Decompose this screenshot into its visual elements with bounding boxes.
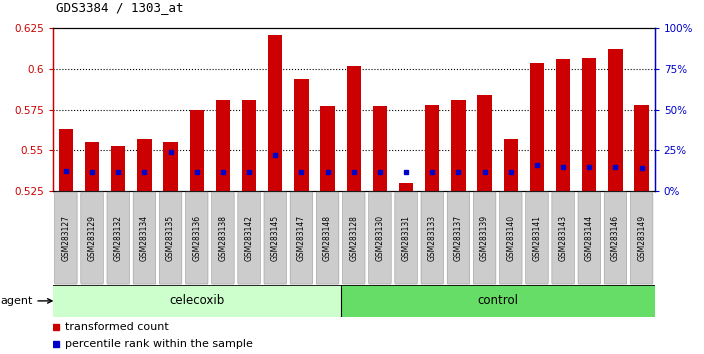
Text: GSM283127: GSM283127: [61, 215, 70, 261]
Bar: [503, 139, 518, 191]
Bar: [294, 79, 308, 191]
Text: celecoxib: celecoxib: [169, 295, 225, 307]
Bar: [341, 285, 655, 317]
Text: GSM283144: GSM283144: [585, 215, 593, 261]
Text: agent: agent: [0, 296, 52, 306]
Bar: [268, 35, 282, 191]
Bar: [242, 100, 256, 191]
FancyBboxPatch shape: [81, 192, 103, 284]
FancyBboxPatch shape: [369, 192, 391, 284]
Text: GSM283137: GSM283137: [454, 215, 463, 261]
Text: GSM283138: GSM283138: [218, 215, 227, 261]
FancyBboxPatch shape: [264, 192, 287, 284]
FancyBboxPatch shape: [290, 192, 313, 284]
Bar: [346, 66, 361, 191]
FancyBboxPatch shape: [552, 192, 574, 284]
Bar: [320, 107, 335, 191]
FancyBboxPatch shape: [159, 192, 182, 284]
Text: GSM283140: GSM283140: [506, 215, 515, 261]
Text: GSM283139: GSM283139: [480, 215, 489, 261]
Text: transformed count: transformed count: [65, 321, 168, 332]
Bar: [58, 129, 73, 191]
Bar: [111, 145, 125, 191]
FancyBboxPatch shape: [526, 192, 548, 284]
Text: GSM283141: GSM283141: [532, 215, 541, 261]
FancyBboxPatch shape: [55, 192, 77, 284]
Bar: [477, 95, 492, 191]
FancyBboxPatch shape: [316, 192, 339, 284]
Bar: [399, 183, 413, 191]
Bar: [137, 139, 151, 191]
Text: GSM283145: GSM283145: [271, 215, 279, 261]
Text: GSM283136: GSM283136: [192, 215, 201, 261]
Text: GSM283142: GSM283142: [244, 215, 253, 261]
FancyBboxPatch shape: [421, 192, 444, 284]
Text: GSM283148: GSM283148: [323, 215, 332, 261]
Text: GSM283133: GSM283133: [428, 215, 436, 261]
Bar: [163, 142, 178, 191]
FancyBboxPatch shape: [473, 192, 496, 284]
Bar: [53, 285, 341, 317]
Text: GSM283143: GSM283143: [558, 215, 567, 261]
Bar: [582, 58, 596, 191]
Bar: [556, 59, 570, 191]
Bar: [634, 105, 649, 191]
Bar: [85, 142, 99, 191]
FancyBboxPatch shape: [395, 192, 417, 284]
Bar: [425, 105, 439, 191]
Text: percentile rank within the sample: percentile rank within the sample: [65, 339, 253, 349]
Bar: [529, 63, 544, 191]
Text: control: control: [477, 295, 518, 307]
FancyBboxPatch shape: [238, 192, 260, 284]
FancyBboxPatch shape: [630, 192, 653, 284]
Text: GSM283149: GSM283149: [637, 215, 646, 261]
FancyBboxPatch shape: [212, 192, 234, 284]
Text: GSM283130: GSM283130: [375, 215, 384, 261]
FancyBboxPatch shape: [133, 192, 156, 284]
Bar: [189, 110, 204, 191]
Bar: [608, 50, 622, 191]
FancyBboxPatch shape: [185, 192, 208, 284]
Text: GSM283128: GSM283128: [349, 215, 358, 261]
Text: GSM283147: GSM283147: [297, 215, 306, 261]
FancyBboxPatch shape: [500, 192, 522, 284]
Text: GSM283129: GSM283129: [87, 215, 96, 261]
Text: GSM283146: GSM283146: [611, 215, 620, 261]
FancyBboxPatch shape: [578, 192, 601, 284]
FancyBboxPatch shape: [604, 192, 627, 284]
FancyBboxPatch shape: [107, 192, 130, 284]
Bar: [215, 100, 230, 191]
Bar: [372, 107, 387, 191]
FancyBboxPatch shape: [343, 192, 365, 284]
Text: GDS3384 / 1303_at: GDS3384 / 1303_at: [56, 1, 184, 14]
FancyBboxPatch shape: [447, 192, 470, 284]
Text: GSM283134: GSM283134: [140, 215, 149, 261]
Text: GSM283131: GSM283131: [401, 215, 410, 261]
Bar: [451, 100, 465, 191]
Text: GSM283132: GSM283132: [114, 215, 122, 261]
Text: GSM283135: GSM283135: [166, 215, 175, 261]
